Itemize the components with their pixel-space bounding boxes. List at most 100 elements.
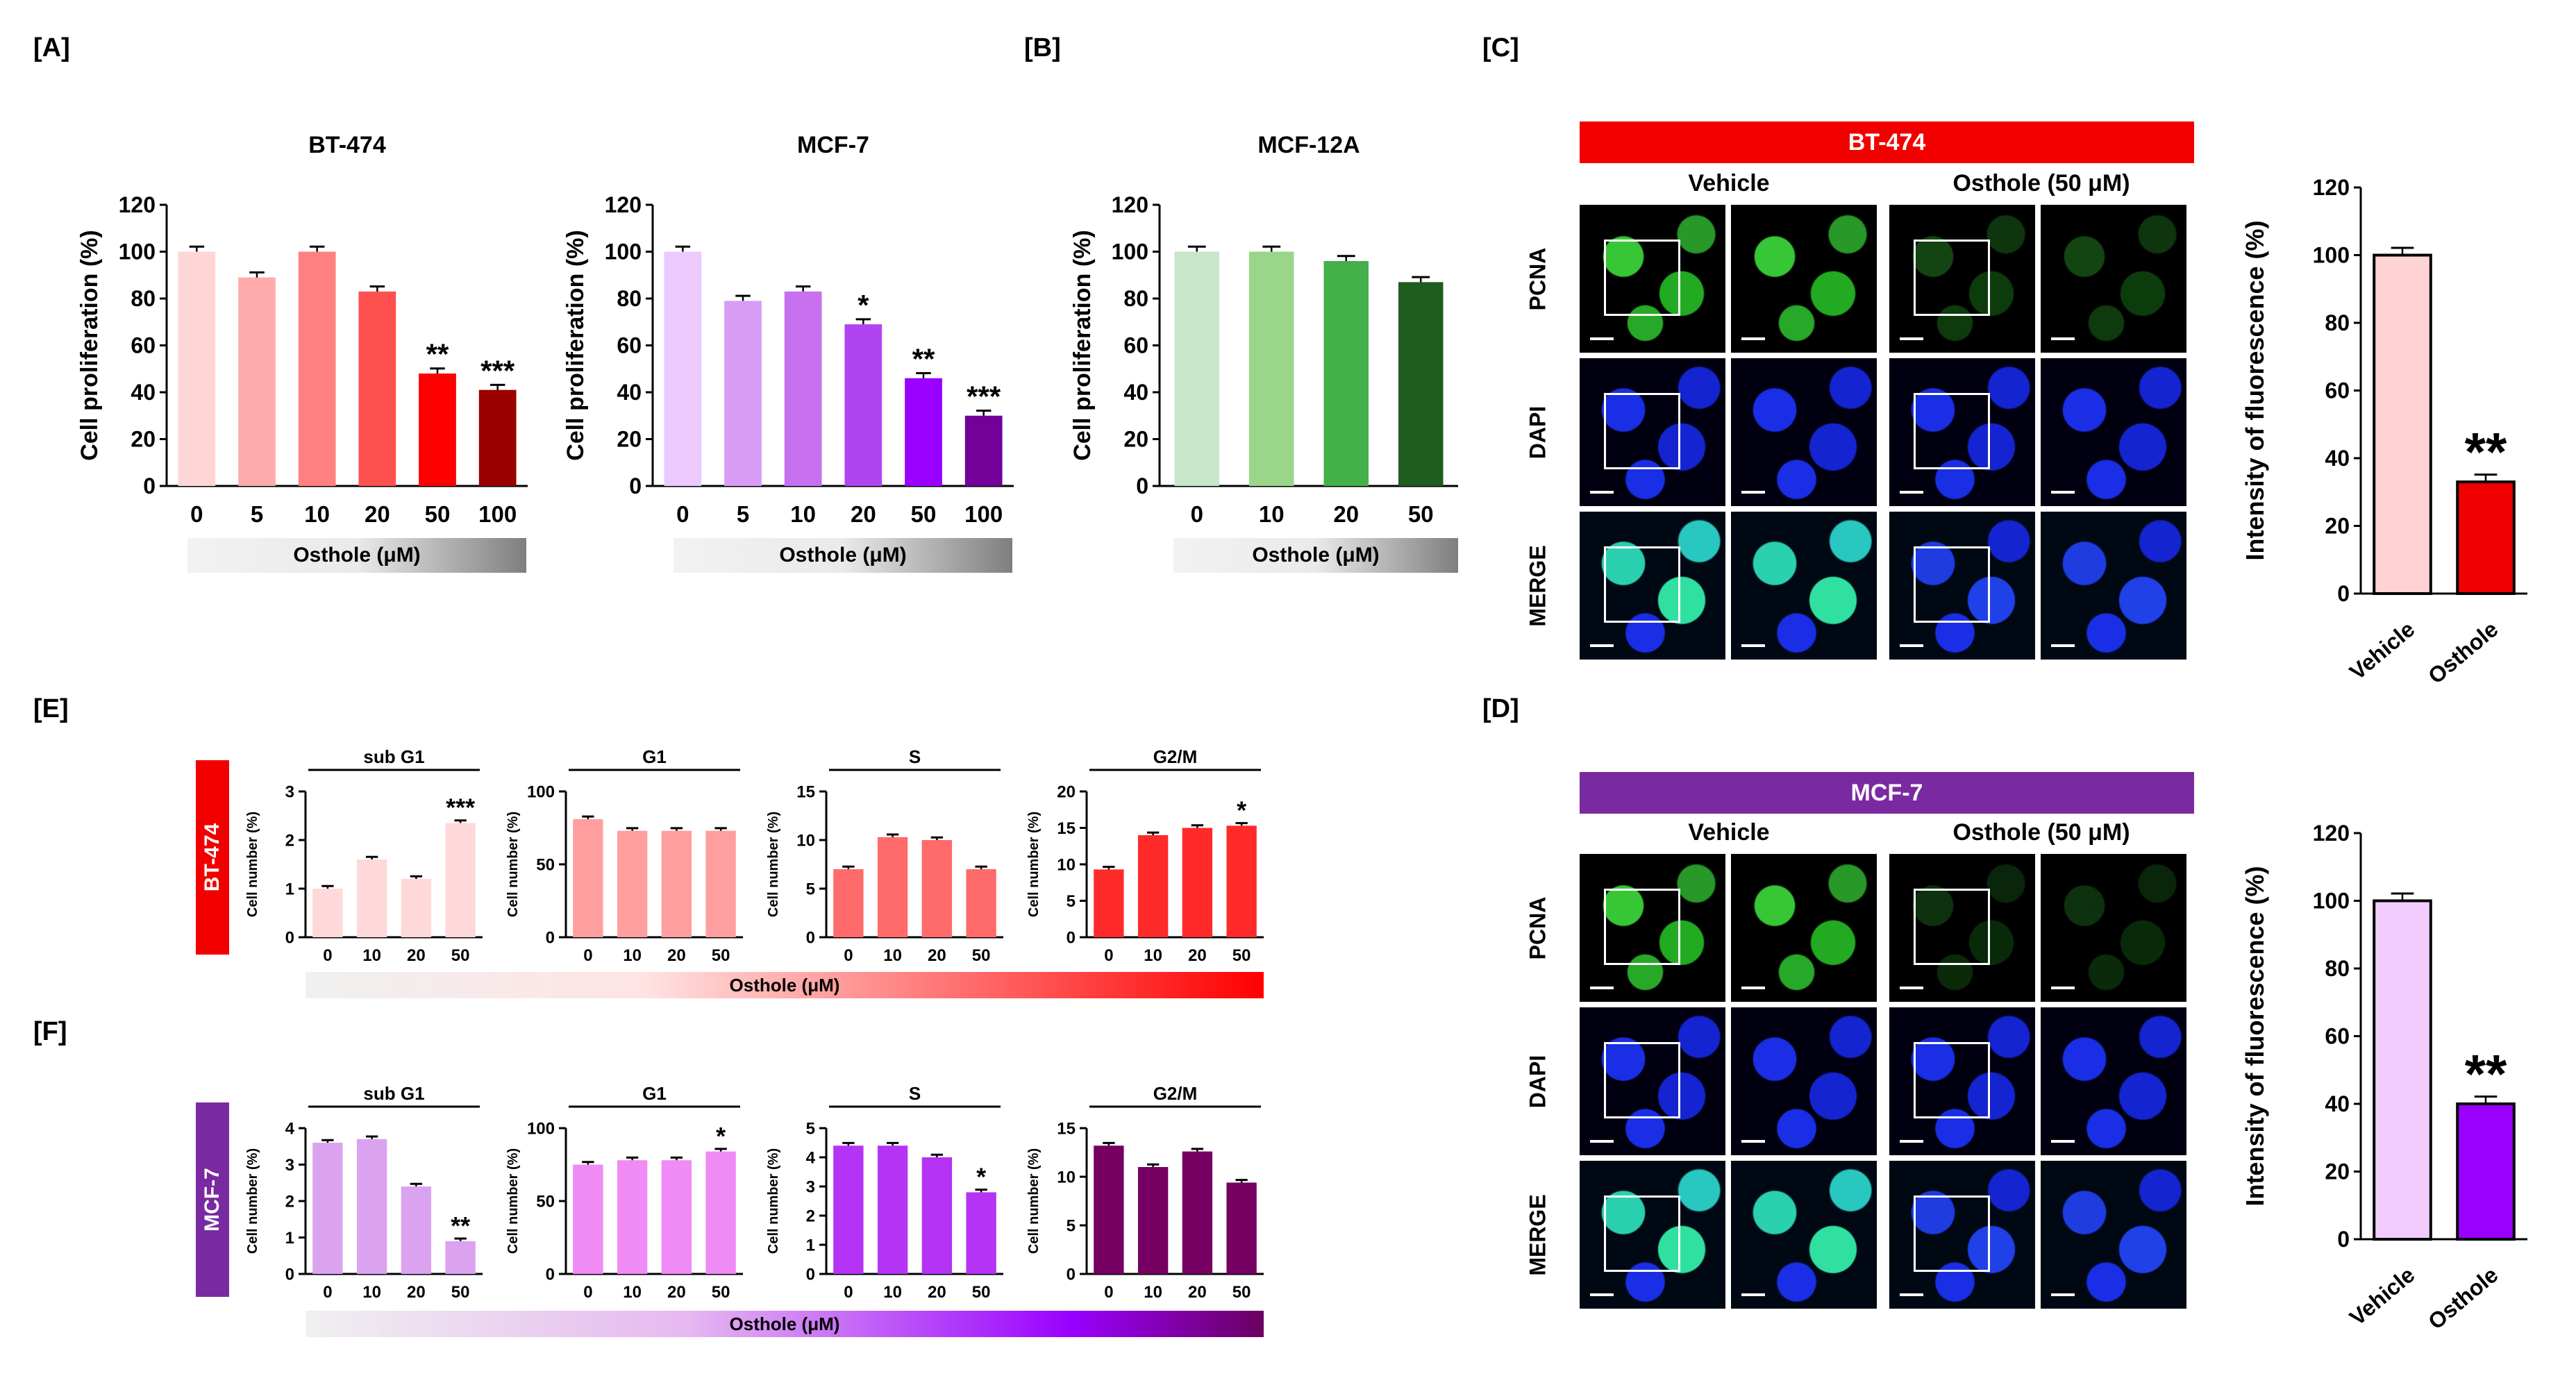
y-tick-label: 100: [527, 782, 555, 801]
chart-e-g1: G1 Cell number (%) 0 50 100 0 10 20 50: [505, 746, 743, 965]
y-tick-label: 3: [285, 782, 294, 801]
scale-bar: [1590, 987, 1614, 989]
bar: [705, 830, 736, 937]
scale-bar: [1590, 337, 1614, 340]
bar: [1323, 261, 1369, 486]
y-tick-label: 120: [2313, 821, 2350, 846]
zoom-inset-box: [1914, 889, 1990, 965]
category-label: 50: [712, 946, 730, 965]
bar: [478, 389, 517, 486]
y-tick-label: 20: [1123, 427, 1148, 452]
y-tick-label: 100: [527, 1119, 555, 1138]
category-label: 50: [451, 1283, 470, 1302]
y-axis-label: Cell number (%): [766, 1148, 781, 1254]
y-tick-label: 2: [285, 1192, 294, 1211]
bar: [358, 291, 396, 486]
y-axis-label: Cell number (%): [505, 812, 521, 917]
chart-title: sub G1: [363, 746, 424, 767]
y-tick-label: 15: [1057, 1119, 1076, 1138]
y-tick-label: 20: [1057, 782, 1076, 801]
y-tick-label: 80: [131, 286, 156, 311]
col-label-vehicle: Vehicle: [1688, 819, 1770, 846]
y-tick-label: 0: [285, 928, 294, 947]
y-tick-label: 5: [806, 880, 815, 898]
panel-label-d: [D]: [1482, 694, 1519, 723]
microscopy-tile: [1889, 512, 2035, 660]
y-axis-label: Cell number (%): [766, 812, 781, 917]
zoom-inset-box: [1604, 1042, 1680, 1118]
category-label: 0: [583, 1283, 592, 1302]
y-tick-label: 50: [536, 855, 555, 874]
banner-mcf7: MCF-7: [1580, 772, 2194, 814]
y-tick-label: 10: [1057, 855, 1076, 874]
bar: [1226, 1182, 1257, 1274]
y-tick-label: 0: [806, 928, 815, 947]
y-tick-label: 15: [796, 782, 815, 801]
zoom-inset-box: [1914, 546, 1990, 623]
microscopy-tile: [1889, 205, 2035, 353]
category-label: 100: [478, 501, 517, 527]
category-label: 20: [667, 946, 686, 965]
microscopy-tile: [2041, 1161, 2186, 1309]
bar: [312, 1143, 343, 1274]
y-tick-label: 0: [546, 928, 555, 947]
category-label: 50: [972, 946, 991, 965]
microscopy-tile: [2041, 854, 2186, 1002]
category-label: 50: [911, 501, 937, 527]
microscopy-tile: [1889, 854, 2035, 1002]
scale-bar: [2051, 1293, 2075, 1296]
y-axis-label: Cell number (%): [245, 1148, 260, 1254]
zoom-inset-box: [1604, 393, 1680, 469]
y-tick-label: 60: [2325, 378, 2350, 403]
y-tick-label: 3: [285, 1156, 294, 1175]
bar: [833, 869, 864, 937]
panel-label-b: [B]: [1024, 33, 1061, 62]
significance-label: **: [451, 1211, 470, 1240]
bar: [784, 291, 822, 486]
scale-bar: [1741, 1140, 1765, 1143]
chart-title: G1: [642, 746, 667, 767]
y-axis-label: Intensity of fluorescence (%): [2241, 220, 2269, 560]
y-tick-label: 60: [1123, 333, 1148, 358]
chart-b-mcf12a: MCF-12A Cell proliferation (%) 0 20 40 60 80 10…: [1069, 132, 1458, 527]
category-label: 20: [1188, 946, 1207, 965]
bar: [1174, 251, 1219, 486]
category-label: Vehicle: [2345, 1262, 2420, 1330]
panel-label-a: [A]: [33, 33, 70, 62]
y-tick-label: 120: [605, 192, 642, 217]
significance-label: *: [1237, 796, 1246, 825]
bar: [401, 1186, 432, 1274]
chart-title: MCF-7: [797, 132, 869, 158]
y-tick-label: 1: [285, 880, 294, 898]
y-tick-label: 2: [285, 831, 294, 850]
microscopy-tile: [1889, 1161, 2035, 1309]
category-label: 50: [1232, 1283, 1251, 1302]
bar: [1137, 1167, 1169, 1274]
bar: [1182, 1151, 1213, 1274]
microscopy-tile: [1580, 358, 1725, 506]
y-axis-label: Cell number (%): [245, 812, 260, 917]
y-tick-label: 100: [2313, 889, 2350, 914]
category-label: 20: [928, 946, 946, 965]
y-tick-label: 0: [285, 1265, 294, 1284]
y-tick-label: 40: [617, 380, 642, 405]
chart-title: S: [909, 1083, 921, 1104]
bar: [664, 251, 702, 486]
y-tick-label: 80: [2325, 956, 2350, 981]
bar: [877, 837, 908, 937]
bar: [2456, 480, 2516, 595]
category-label: 20: [1188, 1283, 1207, 1302]
y-tick-label: 0: [2337, 1227, 2350, 1252]
bar: [312, 889, 343, 937]
chart-title: S: [909, 746, 921, 767]
bar: [1398, 282, 1444, 486]
y-tick-label: 5: [806, 1119, 815, 1138]
category-label: 10: [883, 1283, 902, 1302]
y-tick-label: 20: [617, 427, 642, 452]
significance-label: ***: [446, 794, 475, 822]
significance-label: ***: [480, 354, 515, 387]
significance-label: ***: [967, 380, 1001, 412]
microscopy-tile: [1731, 1161, 1877, 1309]
scale-bar: [1900, 1140, 1923, 1143]
